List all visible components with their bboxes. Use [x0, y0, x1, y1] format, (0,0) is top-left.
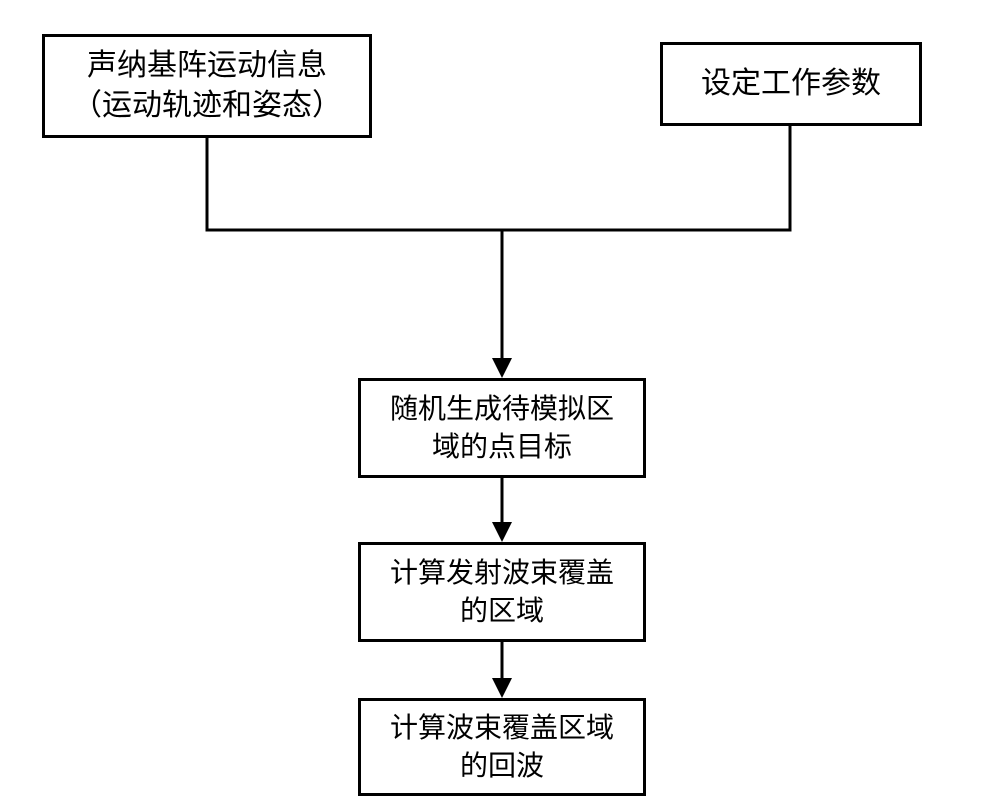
- node-label: 声纳基阵运动信息 （运动轨迹和姿态）: [72, 46, 342, 127]
- node-generate-point-targets: 随机生成待模拟区 域的点目标: [358, 378, 646, 478]
- node-compute-beam-coverage: 计算发射波束覆盖 的区域: [358, 542, 646, 642]
- flowchart-canvas: 声纳基阵运动信息 （运动轨迹和姿态） 设定工作参数 随机生成待模拟区 域的点目标…: [0, 0, 1000, 798]
- node-sonar-array-motion-info: 声纳基阵运动信息 （运动轨迹和姿态）: [42, 34, 372, 138]
- node-label: 计算发射波束覆盖 的区域: [390, 554, 614, 630]
- node-set-working-params: 设定工作参数: [660, 42, 922, 126]
- node-compute-echo: 计算波束覆盖区域 的回波: [358, 698, 646, 796]
- node-label: 计算波束覆盖区域 的回波: [390, 709, 614, 785]
- node-label: 随机生成待模拟区 域的点目标: [390, 390, 614, 466]
- node-label: 设定工作参数: [701, 64, 881, 105]
